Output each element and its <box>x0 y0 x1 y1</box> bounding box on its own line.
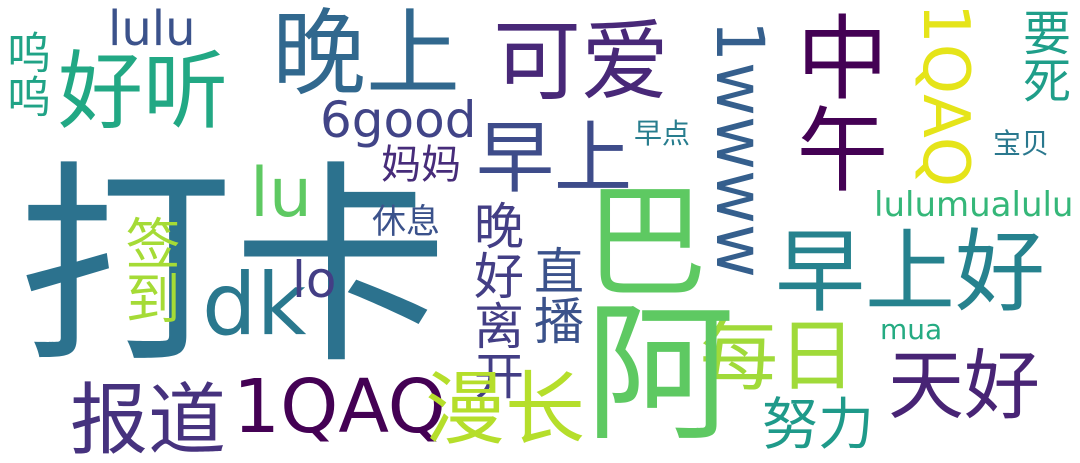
word-lo: lo <box>292 251 337 309</box>
word-wanshang: 晚上 <box>272 0 461 109</box>
word-qiandao: 签到 <box>116 215 180 325</box>
word-1qaq-vertical: 1QAQ <box>908 3 982 188</box>
word-nuli: 努力 <box>762 393 874 458</box>
word-lulumualulu: lulumualulu <box>874 185 1074 225</box>
word-lu: lu <box>250 154 312 233</box>
word-yaosi: 要死 <box>1014 8 1070 104</box>
word-6good: 6good <box>320 91 477 149</box>
word-tianhao: 天好 <box>888 341 1040 430</box>
word-dk: dk <box>202 255 307 355</box>
word-baodao: 报道 <box>70 376 227 463</box>
word-1wwww: 1wwww <box>701 20 778 278</box>
word-zhibo: 直播 <box>526 245 584 345</box>
word-wuwu: 呜呜 <box>0 30 50 118</box>
word-mama: 妈妈 <box>381 142 461 188</box>
word-mua: mua <box>880 313 943 346</box>
word-ba: 巴 <box>585 172 707 314</box>
word-baobei: 宝贝 <box>993 127 1050 160</box>
word-1qaq: 1QAQ <box>233 364 446 450</box>
word-a: 阿 <box>585 288 736 462</box>
word-zaoshang: 早上 <box>476 114 633 204</box>
word-haoting: 好听 <box>58 43 229 142</box>
word-daka: 打卡 <box>18 142 448 393</box>
word-zhongwu: 中午 <box>781 10 888 194</box>
word-meiri: 每日 <box>700 312 857 402</box>
word-xiuxi: 休息 <box>372 202 440 242</box>
word-manchang: 漫长 <box>425 363 585 456</box>
word-wanhaolikai: 晚好离开 <box>466 200 524 400</box>
word-keai: 可爱 <box>493 10 670 113</box>
word-lulu: lulu <box>108 1 196 57</box>
word-zaoshanghao: 早上好 <box>775 220 1045 325</box>
word-zaodian: 早点 <box>634 117 691 150</box>
